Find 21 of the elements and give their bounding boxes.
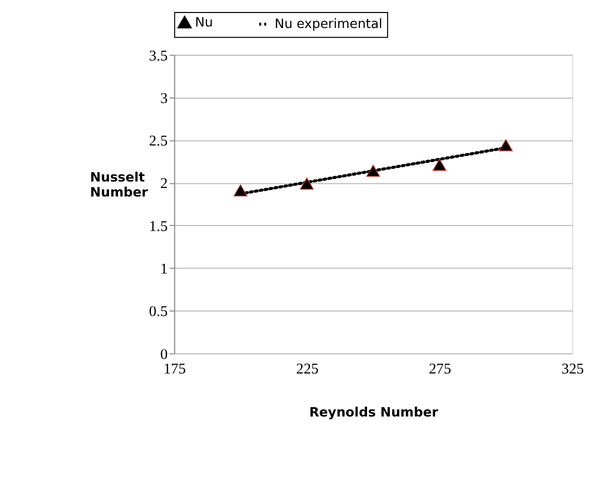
y-axis-title: Nusselt Number <box>90 170 149 201</box>
y-tick-label: 0.5 <box>149 304 168 320</box>
y-tick-label: 0 <box>160 346 168 363</box>
point <box>432 158 446 171</box>
legend-label: Nu experimental <box>274 17 382 32</box>
y-tick-label: 1.5 <box>149 218 168 235</box>
point <box>366 164 380 177</box>
y-tick-label: 1 <box>160 262 168 278</box>
y-tick-label: 2.5 <box>149 134 168 150</box>
x-tick-label: 175 <box>163 362 186 378</box>
y-tick-label: 3 <box>160 90 168 107</box>
legend-label: Nu <box>195 16 213 31</box>
point <box>234 184 248 196</box>
y-tick-label: 2 <box>160 176 168 192</box>
x-tick-label: 225 <box>296 362 319 378</box>
y-tick-label: 3.5 <box>149 48 168 64</box>
point <box>498 139 513 152</box>
x-tick-label: 275 <box>428 362 452 378</box>
point <box>300 178 314 190</box>
x-axis-title: Reynolds Number <box>309 406 439 421</box>
x-tick-label: 325 <box>562 362 584 378</box>
